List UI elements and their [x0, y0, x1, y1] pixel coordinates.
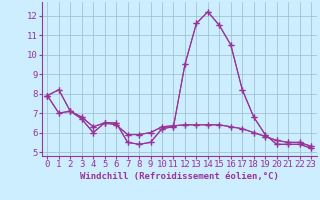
X-axis label: Windchill (Refroidissement éolien,°C): Windchill (Refroidissement éolien,°C) — [80, 172, 279, 181]
